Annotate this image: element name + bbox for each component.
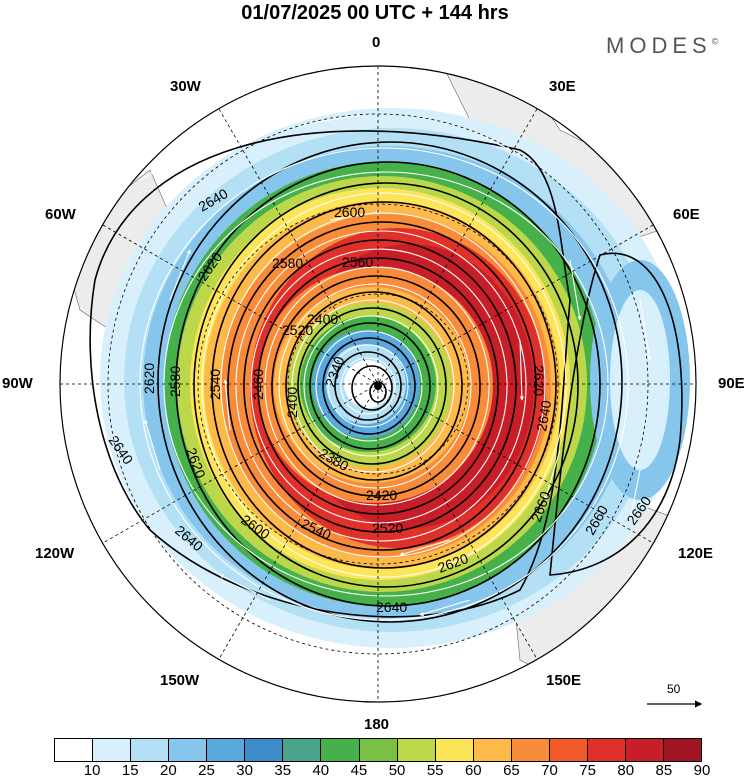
colorbar-tick-label: 85 bbox=[655, 762, 673, 779]
contour-label: 2560 bbox=[342, 254, 373, 270]
lon-label-90e: 90E bbox=[718, 375, 745, 392]
contour-label: 2420 bbox=[366, 487, 397, 503]
contour-label: 2520 bbox=[282, 322, 313, 338]
contour-2660 bbox=[549, 252, 683, 576]
colorbar-tick-label: 45 bbox=[350, 762, 368, 779]
map-title: 01/07/2025 00 UTC + 144 hrs bbox=[241, 2, 509, 24]
contour-label: 2620 bbox=[141, 363, 157, 394]
reference-arrow-icon bbox=[647, 700, 703, 708]
contour-2440 bbox=[297, 307, 447, 465]
colorbar-swatch bbox=[664, 739, 702, 761]
colorbar-tick-label: 35 bbox=[274, 762, 292, 779]
colorbar-swatch bbox=[587, 739, 626, 761]
colorbar-tick-label: 80 bbox=[617, 762, 635, 779]
contour-label: 2400 bbox=[307, 311, 338, 327]
contour-2580 bbox=[193, 182, 579, 588]
lon-label-120e: 120E bbox=[678, 545, 714, 562]
contour-2360 bbox=[351, 365, 393, 411]
colorbar-tick-label: 40 bbox=[312, 762, 330, 779]
colorbar-tick-label: 15 bbox=[121, 762, 139, 779]
map-frame bbox=[59, 65, 697, 703]
colorbar-swatch bbox=[283, 739, 322, 761]
colorbar-tick-label: 70 bbox=[541, 762, 558, 779]
lon-label-0: 0 bbox=[372, 34, 381, 51]
colorbar-tick-label: 50 bbox=[388, 762, 406, 779]
contour-2380 bbox=[334, 351, 402, 421]
colorbar-tick-label: 55 bbox=[426, 762, 444, 779]
south-pole-marker bbox=[374, 382, 382, 390]
colorbar-tick-label: 90 bbox=[693, 762, 711, 779]
colorbar-swatch bbox=[625, 739, 664, 761]
polar-map: 2640 2620 2600 2580 2560 2520 2400 2340 … bbox=[59, 65, 697, 703]
contour-label: 2400 bbox=[284, 387, 300, 418]
brand-text: MODES bbox=[606, 33, 712, 58]
lon-label-30e: 30E bbox=[549, 78, 576, 95]
contour-label: 2580 bbox=[272, 255, 303, 271]
colorbar bbox=[54, 738, 702, 762]
colorbar-swatch bbox=[207, 739, 246, 761]
colorbar-swatch bbox=[169, 739, 208, 761]
colorbar-swatch bbox=[511, 739, 550, 761]
colorbar-swatch bbox=[131, 739, 170, 761]
contour-2560 bbox=[211, 201, 557, 569]
contour-2540 bbox=[227, 221, 537, 551]
colorbar-swatch bbox=[549, 739, 588, 761]
colorbar-tick-label: 20 bbox=[160, 762, 177, 779]
colorbar-swatch bbox=[359, 739, 398, 761]
contour-label: 2640 bbox=[533, 399, 554, 433]
contour-label: 2640 bbox=[376, 599, 407, 615]
colorbar-tick-label: 65 bbox=[503, 762, 520, 779]
colorbar-tick-label: 25 bbox=[198, 762, 215, 779]
contour-label: 2620 bbox=[531, 365, 547, 396]
colorbar-swatch bbox=[245, 739, 284, 761]
colorbar-tick-label: 10 bbox=[83, 762, 101, 779]
contour-2420 bbox=[309, 322, 431, 450]
lon-label-150e: 150E bbox=[546, 672, 582, 689]
colorbar-swatch bbox=[55, 739, 94, 761]
contour-label: 2540 bbox=[207, 369, 223, 400]
lon-label-150w: 150W bbox=[160, 672, 200, 689]
colorbar-swatch bbox=[397, 739, 436, 761]
colorbar-ticks: 10 15 20 25 30 35 40 45 50 55 60 65 70 75 80 85 90 bbox=[54, 762, 711, 782]
contour-2400 bbox=[322, 337, 416, 435]
lon-label-120w: 120W bbox=[35, 545, 75, 562]
lon-label-60e: 60E bbox=[673, 206, 700, 223]
reference-vector: 50 bbox=[645, 682, 705, 712]
contour-2620 bbox=[157, 141, 623, 623]
colorbar-swatch bbox=[473, 739, 512, 761]
lon-label-60w: 60W bbox=[45, 206, 76, 223]
contour-2520 bbox=[243, 239, 517, 533]
colorbar-tick-label: 30 bbox=[236, 762, 253, 779]
reference-vector-value: 50 bbox=[667, 682, 681, 696]
colorbar-tick-label: 75 bbox=[579, 762, 596, 779]
colorbar-swatch bbox=[435, 739, 474, 761]
contour-label: 2580 bbox=[167, 366, 183, 397]
lon-label-90w: 90W bbox=[2, 375, 33, 392]
contour-2480 bbox=[271, 275, 481, 497]
lon-label-180: 180 bbox=[364, 716, 390, 733]
contour-label: 2460 bbox=[250, 369, 266, 400]
copyright-mark: © bbox=[711, 36, 719, 47]
contour-label: 2520 bbox=[372, 520, 403, 536]
colorbar-tick-label: 60 bbox=[464, 762, 482, 779]
contour-label: 2600 bbox=[334, 204, 365, 220]
colorbar-swatch bbox=[321, 739, 360, 761]
lon-label-30w: 30W bbox=[170, 78, 201, 95]
contour-2460 bbox=[285, 291, 463, 481]
colorbar-swatch bbox=[93, 739, 132, 761]
modes-logo: MODES© bbox=[606, 33, 718, 59]
